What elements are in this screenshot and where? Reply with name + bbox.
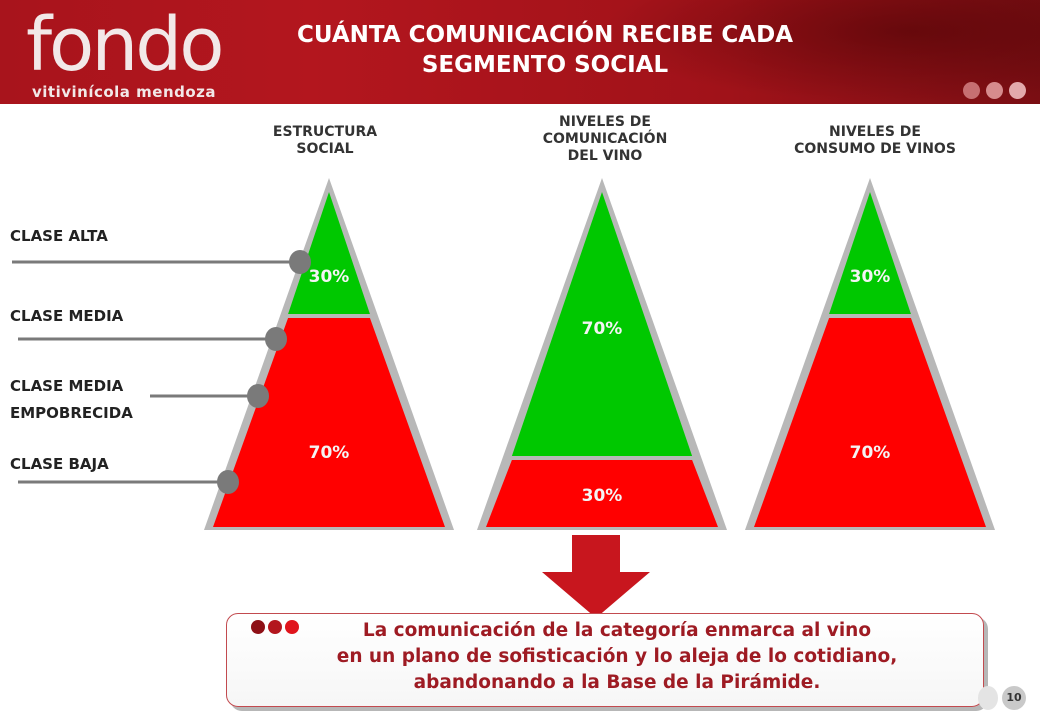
column-heading-line: NIVELES DE: [829, 124, 921, 140]
class-label-media-empobrecida-1: CLASE MEDIA: [10, 377, 124, 395]
conclusion-box: La comunicación de la categoría enmarca …: [226, 613, 984, 707]
pyramid-2-bottom-segment: [486, 460, 718, 527]
column-heading-line: CONSUMO DE VINOS: [794, 141, 956, 157]
logo-wordmark: fondo: [26, 2, 224, 88]
page-title: CUÁNTA COMUNICACIÓN RECIBE CADA SEGMENTO…: [250, 20, 840, 80]
conclusion-text: La comunicación de la categoría enmarca …: [267, 618, 967, 696]
connector-dot-2: [265, 327, 287, 351]
class-label-media-empobrecida-2: EMPOBRECIDA: [10, 404, 133, 422]
pyramid-1-top-label: 30%: [309, 267, 350, 287]
conclusion-line-1: La comunicación de la categoría enmarca …: [362, 620, 872, 641]
column-heading-consumo: NIVELES DE CONSUMO DE VINOS: [760, 124, 990, 158]
connector-dot-1: [289, 250, 311, 274]
column-heading-line: NIVELES DE: [559, 114, 651, 130]
logo-subtitle: vitivinícola mendoza: [32, 83, 217, 101]
conclusion-line-3: abandonando a la Base de la Pirámide.: [413, 672, 821, 693]
pyramid-2-top-label: 70%: [582, 319, 623, 339]
column-heading-estructura: ESTRUCTURA SOCIAL: [240, 124, 410, 158]
pyramid-1-top-segment: [288, 192, 370, 314]
pyramid-3-bottom-label: 70%: [850, 443, 891, 463]
pyramid-1-bottom-label: 70%: [309, 443, 350, 463]
pyramid-2-top-segment: [511, 192, 693, 456]
title-line-2: SEGMENTO SOCIAL: [421, 52, 669, 78]
pyramid-2-bottom-label: 30%: [582, 486, 623, 506]
connector-dot-4: [217, 470, 239, 494]
header-banner: fondo vitivinícola mendoza CUÁNTA COMUNI…: [0, 0, 1040, 104]
class-label-media: CLASE MEDIA: [10, 307, 124, 325]
header-dots-icon: [963, 82, 1026, 99]
pyramid-1-bottom-segment: [213, 318, 445, 527]
pyramid-3-bottom-segment: [754, 318, 986, 527]
column-heading-line: ESTRUCTURA: [272, 124, 378, 140]
conclusion-line-2: en un plano de sofisticación y lo aleja …: [336, 646, 898, 667]
column-heading-line: SOCIAL: [296, 141, 354, 157]
class-label-baja: CLASE BAJA: [10, 455, 109, 473]
connector-dot-3: [247, 384, 269, 408]
bullet-dots-icon: [251, 620, 299, 634]
page-number: 10: [1002, 686, 1026, 710]
column-heading-line: DEL VINO: [567, 148, 643, 164]
column-heading-line: COMUNICACIÓN: [542, 131, 668, 147]
pyramid-3-top-segment: [829, 192, 911, 314]
column-heading-comunicacion: NIVELES DE COMUNICACIÓN DEL VINO: [515, 114, 695, 165]
down-arrow-icon: [542, 535, 650, 618]
pyramid-3-top-label: 30%: [850, 267, 891, 287]
class-label-alta: CLASE ALTA: [10, 227, 108, 245]
title-line-1: CUÁNTA COMUNICACIÓN RECIBE CADA: [296, 22, 794, 48]
page-number-shadow: [978, 686, 998, 710]
